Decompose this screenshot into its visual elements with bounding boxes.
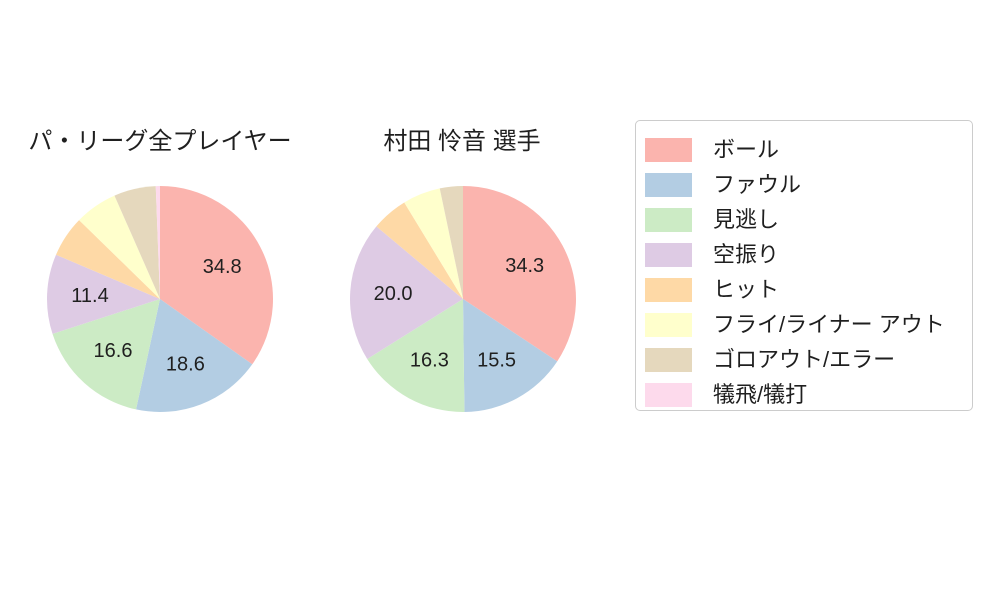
legend-color-swatch [645, 137, 692, 162]
slice-value-label: 16.3 [410, 350, 449, 372]
legend-item-called-strike: 見逃し [636, 202, 972, 237]
legend-item-hit: ヒット [636, 272, 972, 307]
pie-slice-sacrifice [155, 186, 160, 299]
slice-value-label: 34.8 [203, 256, 242, 278]
right-pie-chart: 34.3 15.5 16.3 20.0 [350, 186, 577, 412]
right-chart-title: 村田 怜音 選手 [383, 128, 541, 155]
pie-slice-ball [463, 186, 577, 362]
left-chart-title: パ・リーグ全プレイヤー [28, 128, 292, 155]
legend-item-label: ゴロアウト/エラー [713, 346, 896, 372]
legend-item-label: フライ/ライナー アウト [713, 311, 945, 337]
pie-slice-hit [376, 202, 463, 299]
pie-slice-ball [160, 186, 274, 365]
pie-slice-swinging-strike [46, 254, 160, 334]
slice-value-label: 15.5 [477, 350, 516, 372]
pie-slice-hit [56, 220, 160, 299]
legend-item-fly-liner-out: フライ/ライナー アウト [636, 307, 972, 342]
slice-value-label: 18.6 [166, 353, 205, 375]
slice-value-label: 11.4 [71, 285, 108, 307]
left-pie-chart: 34.8 18.6 16.6 11.4 [46, 186, 274, 413]
pie-slice-called-strike [52, 299, 160, 410]
pie-slice-swinging-strike [350, 226, 463, 359]
pie-slice-foul [136, 299, 253, 413]
pie-slice-fly-liner-out [404, 188, 463, 299]
legend-color-swatch [645, 277, 692, 302]
slice-value-label: 16.6 [94, 340, 133, 362]
legend-color-swatch [645, 242, 692, 267]
pie-slice-fly-liner-out [79, 195, 160, 299]
legend-color-swatch [645, 382, 692, 407]
legend-color-swatch [645, 207, 692, 232]
slice-value-label: 20.0 [374, 283, 413, 305]
pie-slice-called-strike [367, 299, 465, 412]
legend: ボールファウル見逃し空振りヒットフライ/ライナー アウト ゴロアウト/エラー 犠飛/… [635, 120, 973, 411]
legend-color-swatch [645, 312, 692, 337]
pie-slice-foul [463, 299, 558, 412]
legend-color-swatch [645, 172, 692, 197]
legend-item-swinging-strike: 空振り [636, 237, 972, 272]
legend-item-label: 空振り [713, 241, 780, 267]
legend-item-label: ファウル [713, 171, 802, 197]
legend-rows: ボールファウル見逃し空振りヒットフライ/ライナー アウト ゴロアウト/エラー 犠飛/… [636, 132, 972, 412]
legend-item-ground-out-error: ゴロアウト/エラー [636, 342, 972, 377]
legend-item-label: 犠飛/犠打 [713, 381, 808, 407]
slice-value-label: 34.3 [505, 255, 544, 277]
legend-item-foul: ファウル [636, 167, 972, 202]
legend-item-label: ヒット [713, 276, 780, 302]
pie-slice-ground-out-error [439, 186, 463, 299]
legend-item-label: ボール [713, 136, 780, 162]
pie-slice-ground-out-error [114, 186, 160, 299]
legend-item-label: 見逃し [713, 206, 780, 232]
legend-item-sacrifice: 犠飛/犠打 [636, 377, 972, 412]
legend-color-swatch [645, 347, 692, 372]
legend-item-ball: ボール [636, 132, 972, 167]
